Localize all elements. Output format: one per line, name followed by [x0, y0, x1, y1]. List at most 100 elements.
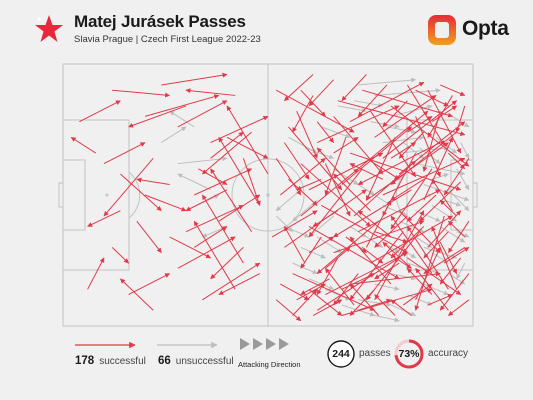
attacking-direction-label: Attacking Direction — [238, 360, 301, 369]
unsuccessful-pass-34 — [354, 100, 384, 108]
opta-logo: Opta — [427, 14, 522, 46]
unsuccessful-pass-62 — [161, 126, 187, 144]
successful-pass-154 — [325, 247, 351, 269]
successful-pass-50 — [414, 215, 445, 311]
left-penalty-box — [62, 119, 130, 271]
successful-pass-174 — [374, 262, 400, 280]
successful-pass-38 — [325, 252, 408, 296]
successful-pass-33 — [370, 215, 453, 264]
successful-pass-155 — [341, 273, 376, 290]
unsuccessful-pass-17 — [325, 288, 351, 301]
successful-pass-10 — [427, 89, 462, 154]
unsuccessful-pass-47 — [300, 246, 326, 259]
successful-pass-41 — [407, 257, 462, 295]
successful-pass-159 — [407, 115, 433, 133]
successful-pass-133 — [218, 273, 261, 296]
successful-pass-118 — [112, 89, 171, 98]
successful-pass-49 — [366, 231, 421, 301]
left-six-yard-box — [62, 159, 86, 231]
successful-pass-109 — [193, 220, 236, 290]
legend-successful: 178 successful — [75, 355, 146, 367]
successful-pass-116 — [144, 94, 220, 117]
successful-pass-130 — [185, 189, 228, 212]
successful-pass-61 — [431, 178, 453, 211]
unsuccessful-pass-12 — [407, 262, 441, 275]
successful-pass-166 — [440, 84, 466, 96]
successful-pass-142 — [169, 236, 212, 259]
successful-pass-2 — [362, 89, 453, 118]
successful-pass-91 — [316, 257, 339, 295]
right-goal — [472, 182, 478, 208]
successful-pass-148 — [316, 121, 334, 143]
unsuccessful-pass-1 — [374, 88, 441, 96]
successful-label: successful — [99, 356, 146, 367]
successful-pass-25 — [275, 89, 355, 133]
successful-pass-149 — [333, 136, 359, 154]
successful-pass-122 — [120, 173, 162, 212]
successful-pass-175 — [386, 252, 412, 269]
successful-pass-99 — [448, 299, 470, 316]
unsuccessful-pass-61 — [177, 156, 228, 165]
successful-pass-89 — [407, 267, 433, 295]
successful-pass-43 — [431, 225, 458, 290]
successful-pass-110 — [210, 115, 269, 144]
successful-pass-105 — [226, 105, 269, 175]
successful-pass-9 — [415, 116, 441, 178]
passes-label: passes — [359, 348, 391, 359]
successful-pass-58 — [316, 220, 380, 274]
left-goal — [58, 182, 64, 208]
successful-pass-137 — [144, 194, 187, 212]
successful-pass-167 — [431, 105, 458, 123]
successful-pass-75 — [415, 267, 449, 311]
unsuccessful-pass-59 — [456, 262, 466, 280]
successful-pass-115 — [161, 72, 228, 86]
successful-pass-169 — [439, 199, 457, 217]
unsuccessful-pass-65 — [201, 225, 228, 238]
successful-pass-172 — [427, 294, 453, 306]
successful-pass-141 — [226, 136, 269, 159]
successful-pass-157 — [374, 231, 408, 244]
unsuccessful-count: 66 — [158, 355, 171, 367]
passes-total-value: 244 — [332, 348, 350, 360]
unsuccessful-pass-43 — [407, 294, 433, 306]
successful-pass-168 — [448, 152, 466, 170]
successful-pass-62 — [308, 152, 384, 191]
successful-pass-131 — [218, 194, 261, 222]
left-penalty-arc — [128, 171, 141, 219]
successful-pass-81 — [357, 84, 388, 117]
successful-pass-27 — [300, 163, 371, 227]
chart-subtitle: Slavia Prague | Czech First League 2022-… — [74, 34, 261, 45]
successful-pass-77 — [443, 158, 470, 196]
opta-logo-mark — [428, 15, 456, 45]
successful-pass-82 — [341, 74, 367, 102]
unsuccessful-pass-0 — [358, 77, 417, 86]
successful-pass-160 — [275, 299, 302, 322]
unsuccessful-pass-8 — [448, 189, 470, 212]
successful-pass-101 — [296, 283, 326, 301]
unsuccessful-pass-9 — [456, 168, 470, 191]
opta-wordmark: Opta — [462, 17, 509, 40]
successful-pass-123 — [103, 157, 154, 217]
unsuccessful-pass-45 — [374, 315, 400, 323]
successful-pass-170 — [448, 220, 466, 238]
successful-pass-24 — [423, 136, 453, 201]
successful-pass-87 — [357, 210, 392, 238]
successful-pass-125 — [111, 247, 129, 264]
successful-pass-45 — [316, 257, 400, 311]
successful-pass-158 — [390, 142, 417, 159]
successful-pass-14 — [370, 110, 417, 178]
successful-pass-78 — [455, 105, 466, 133]
unsuccessful-pass-60 — [169, 110, 195, 128]
successful-pass-164 — [349, 163, 384, 180]
accuracy-value: 73% — [398, 348, 420, 360]
successful-pass-90 — [300, 236, 322, 269]
successful-pass-176 — [312, 210, 338, 227]
successful-pass-68 — [279, 157, 326, 196]
successful-pass-129 — [210, 131, 244, 159]
successful-pass-47 — [365, 199, 392, 248]
successful-pass-20 — [419, 181, 462, 222]
successful-pass-144 — [87, 210, 121, 227]
successful-pass-139 — [202, 131, 252, 175]
successful-pass-128 — [120, 278, 154, 311]
successful-pass-52 — [382, 157, 466, 196]
